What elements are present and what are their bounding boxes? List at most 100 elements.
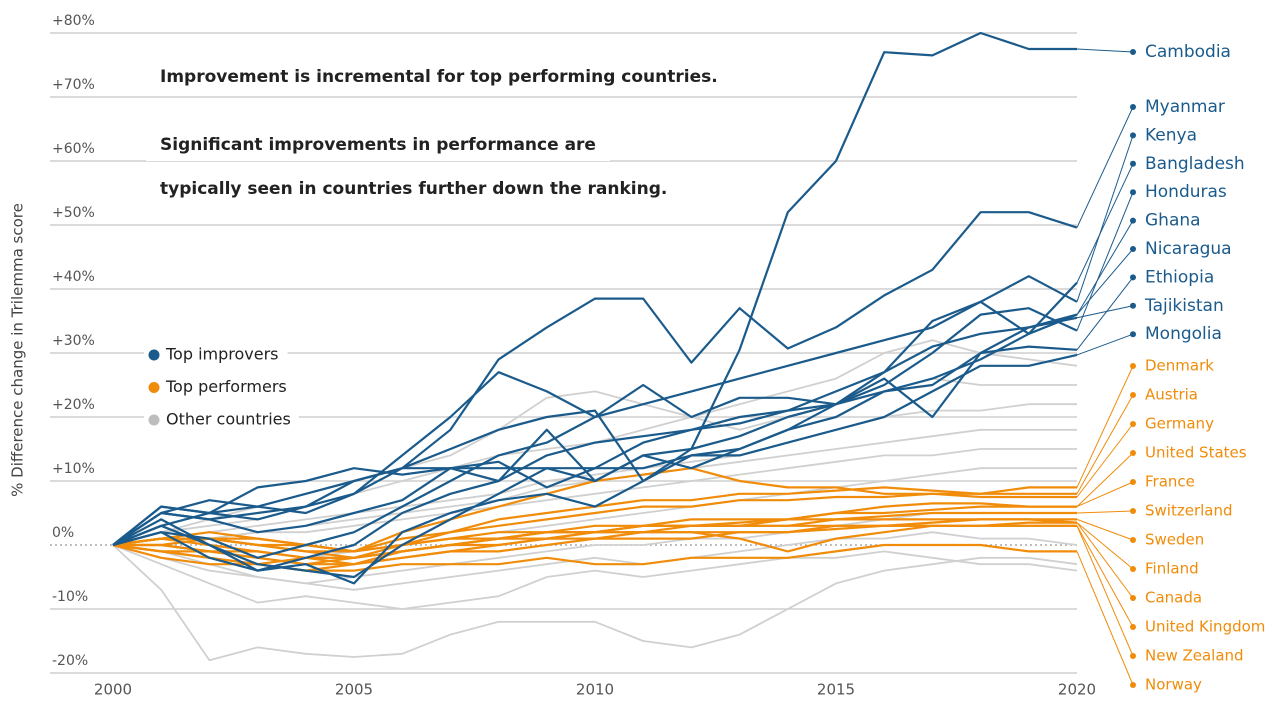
leader-line bbox=[1076, 192, 1134, 331]
y-tick-label: -20% bbox=[52, 653, 88, 669]
label-dot bbox=[1130, 653, 1136, 659]
label-dot bbox=[1130, 450, 1136, 456]
y-tick-label: +80% bbox=[52, 13, 95, 29]
series-label: New Zealand bbox=[1145, 647, 1244, 665]
series-line bbox=[112, 353, 1078, 546]
y-tick-label: +50% bbox=[52, 205, 95, 221]
leader-line bbox=[1076, 518, 1134, 541]
label-dot bbox=[1130, 508, 1136, 514]
legend-backing bbox=[144, 405, 299, 433]
series-label: Norway bbox=[1145, 676, 1202, 694]
series-label: United States bbox=[1145, 444, 1247, 462]
label-dot bbox=[1130, 104, 1136, 110]
series-line bbox=[112, 403, 1077, 546]
series-line bbox=[112, 544, 1078, 610]
leader-line bbox=[1076, 305, 1134, 319]
label-dot bbox=[1130, 624, 1136, 630]
legend-label: Other countries bbox=[166, 410, 291, 429]
label-dot bbox=[1130, 595, 1136, 601]
label-dot bbox=[1130, 189, 1136, 196]
series-label: France bbox=[1145, 473, 1195, 491]
y-tick-label: 0% bbox=[52, 525, 74, 541]
y-tick-label: -10% bbox=[52, 589, 88, 605]
label-dot bbox=[1130, 132, 1136, 139]
leader-line bbox=[1076, 510, 1134, 514]
series-label: Nicaragua bbox=[1145, 239, 1232, 259]
annotation: Significant improvements in performance … bbox=[160, 135, 596, 155]
series-line bbox=[112, 518, 1077, 553]
y-tick-label: +10% bbox=[52, 461, 95, 477]
annotation-backing bbox=[146, 61, 732, 93]
series-label: Kenya bbox=[1145, 125, 1197, 145]
series-label: Finland bbox=[1145, 560, 1199, 578]
leader-line bbox=[1076, 135, 1134, 302]
label-dot bbox=[1130, 479, 1136, 485]
annotation-backing bbox=[146, 173, 682, 205]
labels: Improvement is incremental for top perfo… bbox=[148, 42, 1265, 694]
series-label: Bangladesh bbox=[1145, 154, 1245, 174]
leader-line bbox=[1076, 365, 1134, 488]
y-tick-label: +60% bbox=[52, 141, 95, 157]
legend-backing bbox=[144, 340, 288, 368]
label-dot bbox=[1130, 537, 1136, 543]
legend-backing bbox=[144, 373, 296, 400]
series-line bbox=[112, 307, 1078, 546]
label-dot bbox=[1130, 246, 1136, 252]
leader-line bbox=[1076, 423, 1134, 498]
leader-line bbox=[1076, 48, 1134, 53]
label-dot bbox=[1130, 566, 1136, 572]
y-tick-label: +20% bbox=[52, 397, 95, 413]
legend-dot bbox=[148, 414, 160, 426]
label-dot bbox=[1130, 217, 1136, 224]
series-label: Cambodia bbox=[1145, 42, 1231, 62]
y-tick-label: +70% bbox=[52, 77, 95, 93]
label-dot bbox=[1130, 331, 1136, 338]
legend-label: Top improvers bbox=[165, 345, 279, 364]
series-line bbox=[112, 211, 1078, 546]
series-line bbox=[112, 544, 1078, 662]
label-dot bbox=[1130, 274, 1136, 281]
annotation-backing bbox=[146, 129, 610, 161]
series-label: Ghana bbox=[1145, 211, 1201, 231]
leader-line bbox=[1076, 163, 1134, 283]
label-dot bbox=[1130, 49, 1136, 55]
leader-line bbox=[1076, 220, 1134, 315]
x-tick-label: 2015 bbox=[817, 681, 855, 699]
y-tick-label: +30% bbox=[52, 333, 95, 349]
label-dot bbox=[1130, 363, 1136, 369]
leader-line bbox=[1076, 106, 1134, 228]
series-label: Honduras bbox=[1145, 182, 1227, 202]
leader-line bbox=[1076, 481, 1134, 508]
series-label: Switzerland bbox=[1145, 502, 1233, 520]
series-line bbox=[112, 448, 1077, 546]
series-line bbox=[112, 345, 1078, 585]
series-label: Tajikistan bbox=[1144, 296, 1224, 316]
series-label: Sweden bbox=[1145, 531, 1204, 549]
series-label: Ethiopia bbox=[1145, 267, 1214, 287]
series-line bbox=[112, 316, 1078, 546]
leader-line bbox=[1076, 522, 1134, 599]
label-dot bbox=[1130, 160, 1136, 167]
leader-line bbox=[1076, 394, 1134, 495]
leader-line bbox=[1076, 525, 1134, 657]
leader-line bbox=[1076, 248, 1134, 315]
leader-line bbox=[1076, 452, 1134, 507]
leader-line bbox=[1076, 277, 1134, 351]
annotation: typically seen in countries further down… bbox=[160, 179, 667, 199]
leader-line bbox=[1076, 551, 1134, 686]
series-line bbox=[112, 524, 1077, 553]
series-line bbox=[112, 467, 1077, 566]
series-label: Austria bbox=[1145, 386, 1198, 404]
label-dot bbox=[1130, 421, 1136, 427]
series-line bbox=[112, 31, 1077, 547]
series-line bbox=[112, 531, 1078, 591]
series-label: Germany bbox=[1145, 415, 1214, 433]
series-label: Myanmar bbox=[1145, 97, 1225, 117]
x-tick-label: 2020 bbox=[1058, 681, 1096, 699]
leader-line bbox=[1076, 525, 1134, 628]
series-label: Canada bbox=[1145, 589, 1202, 607]
lines bbox=[112, 31, 1078, 662]
series-label: Mongolia bbox=[1145, 324, 1222, 344]
x-tick-label: 2010 bbox=[576, 681, 614, 699]
